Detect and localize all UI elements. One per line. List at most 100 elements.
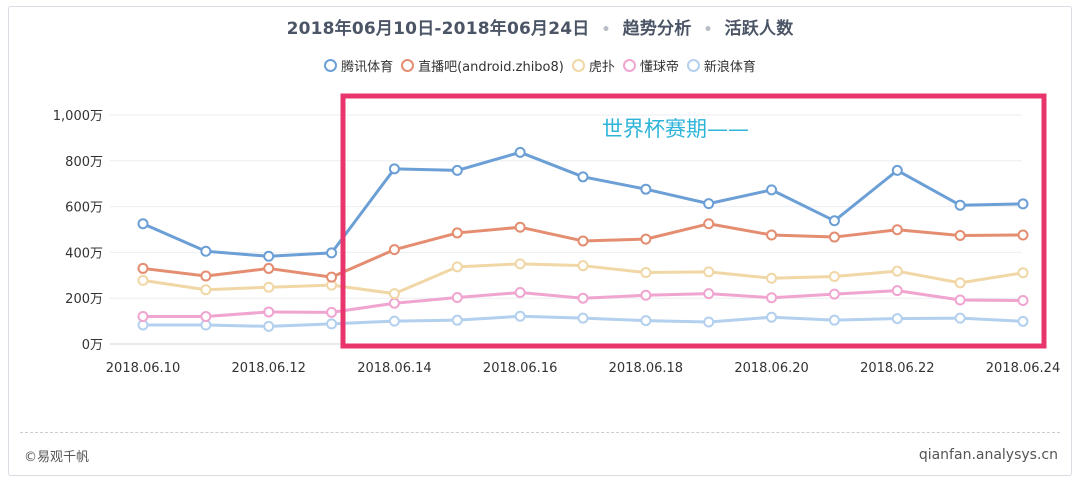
data-point[interactable] [954,277,966,289]
data-point[interactable] [577,260,589,272]
legend-item[interactable]: 腾讯体育 [324,56,393,75]
legend-label: 虎扑 [588,60,615,75]
data-point[interactable] [263,262,275,274]
data-point[interactable] [766,229,778,241]
data-point[interactable] [200,270,212,282]
data-point[interactable] [703,266,715,278]
x-tick-label: 2018.06.24 [986,361,1060,376]
data-point[interactable] [891,285,903,297]
data-point[interactable] [200,284,212,296]
data-point[interactable] [766,311,778,323]
data-point[interactable] [263,306,275,318]
legend-swatch-icon [571,59,585,72]
data-point[interactable] [263,281,275,293]
data-point[interactable] [766,272,778,284]
legend-item[interactable]: 直播吧(android.zhibo8) [401,56,564,75]
data-point[interactable] [514,286,526,298]
data-point[interactable] [451,227,463,239]
x-tick-label: 2018.06.10 [106,361,180,376]
chart-legend[interactable]: 腾讯体育 直播吧(android.zhibo8) 虎扑 懂球帝 新浪体育 [0,56,1080,75]
y-tick-label: 600万 [65,201,103,216]
data-point[interactable] [891,224,903,236]
data-point[interactable] [891,265,903,277]
legend-item[interactable]: 虎扑 [571,56,615,75]
data-point[interactable] [514,146,526,158]
data-point[interactable] [1017,198,1029,210]
y-tick-label: 200万 [65,292,103,307]
data-point[interactable] [640,183,652,195]
data-point[interactable] [828,231,840,243]
y-tick-label: 800万 [65,155,103,170]
data-point[interactable] [954,199,966,211]
data-point[interactable] [828,215,840,227]
data-point[interactable] [326,247,338,259]
data-point[interactable] [200,245,212,257]
data-point[interactable] [828,288,840,300]
legend-swatch-icon [401,59,415,72]
data-point[interactable] [137,218,149,230]
legend-label: 懂球帝 [639,60,679,75]
data-point[interactable] [1017,229,1029,241]
data-point[interactable] [388,288,400,300]
data-point[interactable] [137,274,149,286]
data-point[interactable] [891,164,903,176]
data-point[interactable] [954,229,966,241]
title-metric: 趋势分析 [622,19,692,39]
data-point[interactable] [703,288,715,300]
world-cup-annotation: 世界杯赛期—— [602,117,749,141]
data-point[interactable] [954,312,966,324]
legend-swatch-icon [686,59,700,72]
x-tick-label: 2018.06.20 [734,361,808,376]
data-point[interactable] [451,261,463,273]
data-point[interactable] [326,318,338,330]
data-point[interactable] [640,315,652,327]
data-point[interactable] [640,289,652,301]
data-point[interactable] [891,313,903,325]
data-point[interactable] [1017,315,1029,327]
data-point[interactable] [703,198,715,210]
data-point[interactable] [766,184,778,196]
data-point[interactable] [326,271,338,283]
title-separator-dot: • [703,22,713,38]
world-cup-highlight-box [340,93,1047,349]
data-point[interactable] [703,218,715,230]
data-point[interactable] [451,314,463,326]
legend-item[interactable]: 懂球帝 [622,56,679,75]
data-point[interactable] [451,292,463,304]
data-point[interactable] [640,267,652,279]
title-separator-dot: • [601,22,611,38]
data-point[interactable] [137,262,149,274]
data-point[interactable] [326,306,338,318]
data-point[interactable] [577,171,589,183]
legend-label: 直播吧(android.zhibo8) [418,60,564,75]
data-point[interactable] [703,316,715,328]
legend-item[interactable]: 新浪体育 [686,56,756,75]
data-point[interactable] [828,314,840,326]
data-point[interactable] [954,294,966,306]
footer-site[interactable]: qianfan.analysys.cn [918,447,1058,463]
data-point[interactable] [1017,267,1029,279]
data-point[interactable] [200,311,212,323]
chart-title: 2018年06月10日-2018年06月24日 • 趋势分析 • 活跃人数 [0,14,1080,39]
data-point[interactable] [514,221,526,233]
data-point[interactable] [388,244,400,256]
data-point[interactable] [137,311,149,323]
data-point[interactable] [263,250,275,262]
footer-divider [20,432,1060,433]
legend-swatch-icon [622,59,636,72]
data-point[interactable] [514,258,526,270]
data-point[interactable] [577,292,589,304]
data-point[interactable] [828,270,840,282]
data-point[interactable] [263,320,275,332]
data-point[interactable] [388,163,400,175]
data-point[interactable] [451,164,463,176]
footer-brand: ©易观千帆 [24,450,90,465]
data-point[interactable] [577,312,589,324]
data-point[interactable] [388,297,400,309]
data-point[interactable] [766,292,778,304]
data-point[interactable] [1017,294,1029,306]
data-point[interactable] [640,233,652,245]
data-point[interactable] [514,310,526,322]
data-point[interactable] [388,315,400,327]
data-point[interactable] [577,235,589,247]
